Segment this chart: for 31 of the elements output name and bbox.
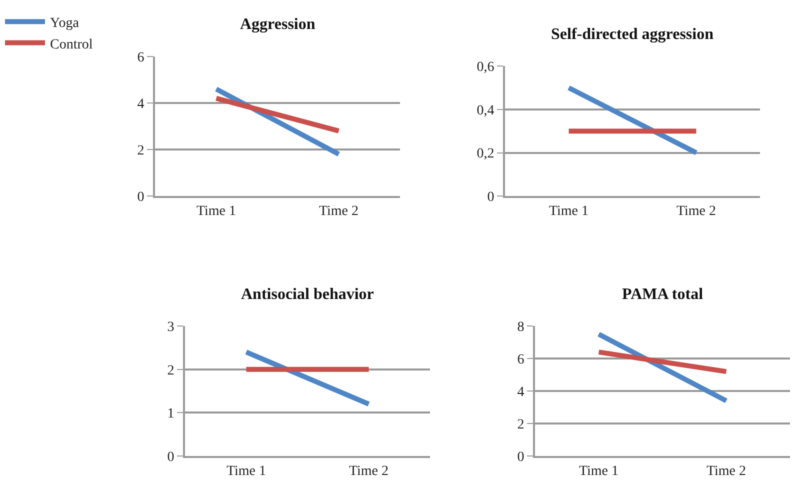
y-tick-label: 4 xyxy=(137,96,144,112)
x-tick-label: Time 1 xyxy=(578,464,619,479)
x-tick-label: Time 2 xyxy=(706,464,746,479)
y-tick-label: 0,4 xyxy=(476,103,494,118)
y-tick-label: 2 xyxy=(167,363,174,378)
x-tick-label: Time 2 xyxy=(348,464,389,479)
y-tick-label: 3 xyxy=(167,320,174,335)
y-tick-label: 0 xyxy=(167,450,174,465)
chart-title: Aggression xyxy=(240,16,316,33)
y-tick-label: 0,2 xyxy=(476,146,494,162)
y-tick-label: 6 xyxy=(517,352,524,368)
x-tick-label: Time 2 xyxy=(676,204,716,219)
y-tick-label: 0 xyxy=(137,190,144,206)
y-tick-label: 4 xyxy=(517,384,524,400)
legend-label: Control xyxy=(50,37,93,52)
y-tick-label: 0 xyxy=(487,190,494,206)
y-tick-label: 2 xyxy=(137,143,144,158)
x-tick-label: Time 2 xyxy=(318,204,359,219)
chart-title: Antisocial behavior xyxy=(241,286,374,303)
y-tick-label: 6 xyxy=(137,50,144,66)
x-tick-label: Time 1 xyxy=(548,204,589,219)
chart-title: PAMA total xyxy=(622,286,704,303)
y-tick-label: 0,6 xyxy=(476,60,494,76)
y-tick-label: 2 xyxy=(517,417,524,432)
legend-label: Yoga xyxy=(50,16,80,32)
x-tick-label: Time 1 xyxy=(196,204,236,219)
chart-title: Self-directed aggression xyxy=(551,26,714,43)
y-tick-label: 1 xyxy=(167,406,174,422)
y-tick-label: 8 xyxy=(517,320,524,335)
x-tick-label: Time 1 xyxy=(226,464,266,479)
y-tick-label: 0 xyxy=(517,450,524,465)
